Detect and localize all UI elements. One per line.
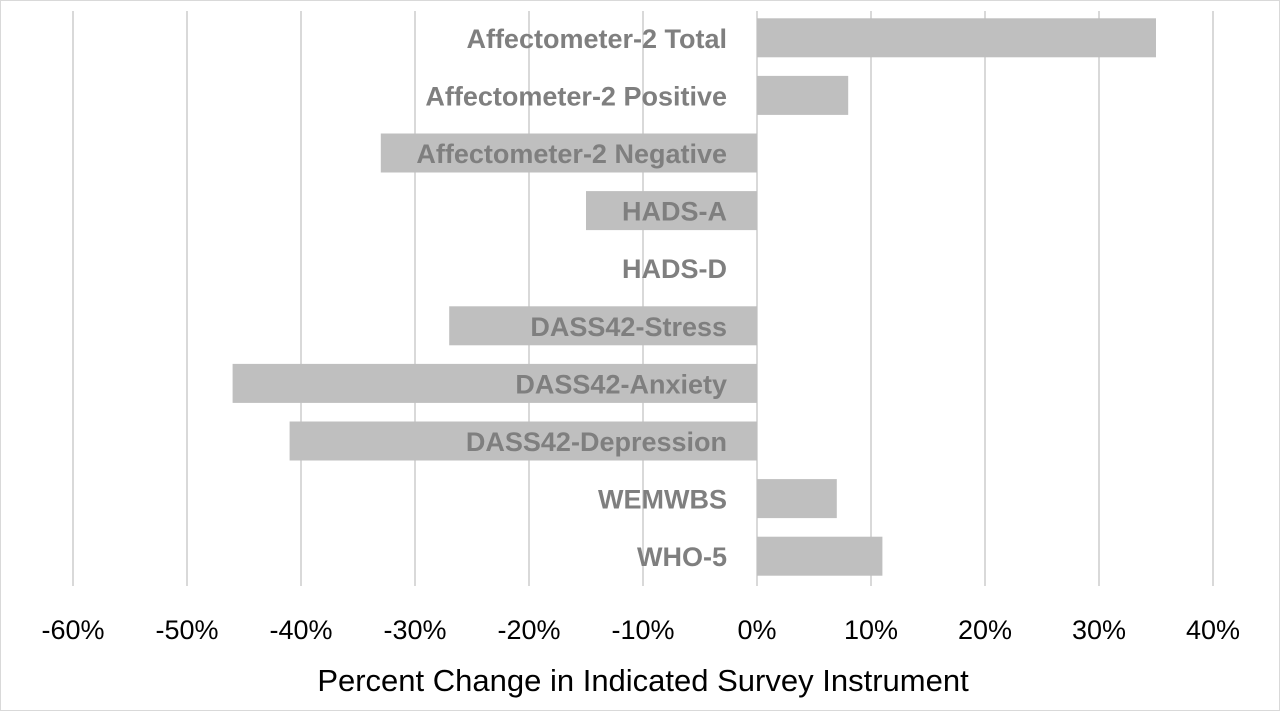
x-tick-label: -20%: [497, 615, 560, 645]
bar: [757, 479, 837, 519]
bar: [586, 191, 757, 231]
x-tick-label: 30%: [1072, 615, 1126, 645]
category-label: WHO-5: [637, 542, 727, 572]
category-label: DASS42-Anxiety: [515, 369, 727, 399]
x-tick-label: -50%: [155, 615, 218, 645]
bars: [232, 18, 1156, 576]
x-tick-labels: -60% -50% -40% -30% -20% -10% 0% 10% 20% 30% 40%: [41, 615, 1240, 645]
x-tick-label: -30%: [383, 615, 446, 645]
bar: [757, 18, 1156, 58]
x-tick-label: -60%: [41, 615, 104, 645]
x-tick-label: -10%: [611, 615, 674, 645]
x-tick-label: 0%: [737, 615, 776, 645]
category-labels: Affectometer-2 Total Affectometer-2 Posit…: [416, 24, 727, 572]
category-label: DASS42-Stress: [530, 312, 727, 342]
category-label: HADS-A: [622, 197, 727, 227]
category-label: Affectometer-2 Total: [466, 24, 727, 54]
bar: [380, 133, 757, 173]
category-label: HADS-D: [622, 254, 727, 284]
category-label: WEMWBS: [598, 485, 727, 515]
category-label: DASS42-Depression: [466, 427, 727, 457]
category-label: Affectometer-2 Positive: [425, 81, 727, 111]
x-axis-title: Percent Change in Indicated Survey Instr…: [317, 663, 969, 698]
x-tick-label: -40%: [269, 615, 332, 645]
bar: [232, 363, 758, 403]
x-tick-label: 10%: [844, 615, 898, 645]
bar: [757, 75, 849, 115]
bar: [757, 536, 883, 576]
bar: [289, 421, 757, 461]
category-label: Affectometer-2 Negative: [416, 139, 727, 169]
x-tick-label: 20%: [958, 615, 1012, 645]
x-tick-label: 40%: [1186, 615, 1240, 645]
bar: [449, 306, 757, 346]
